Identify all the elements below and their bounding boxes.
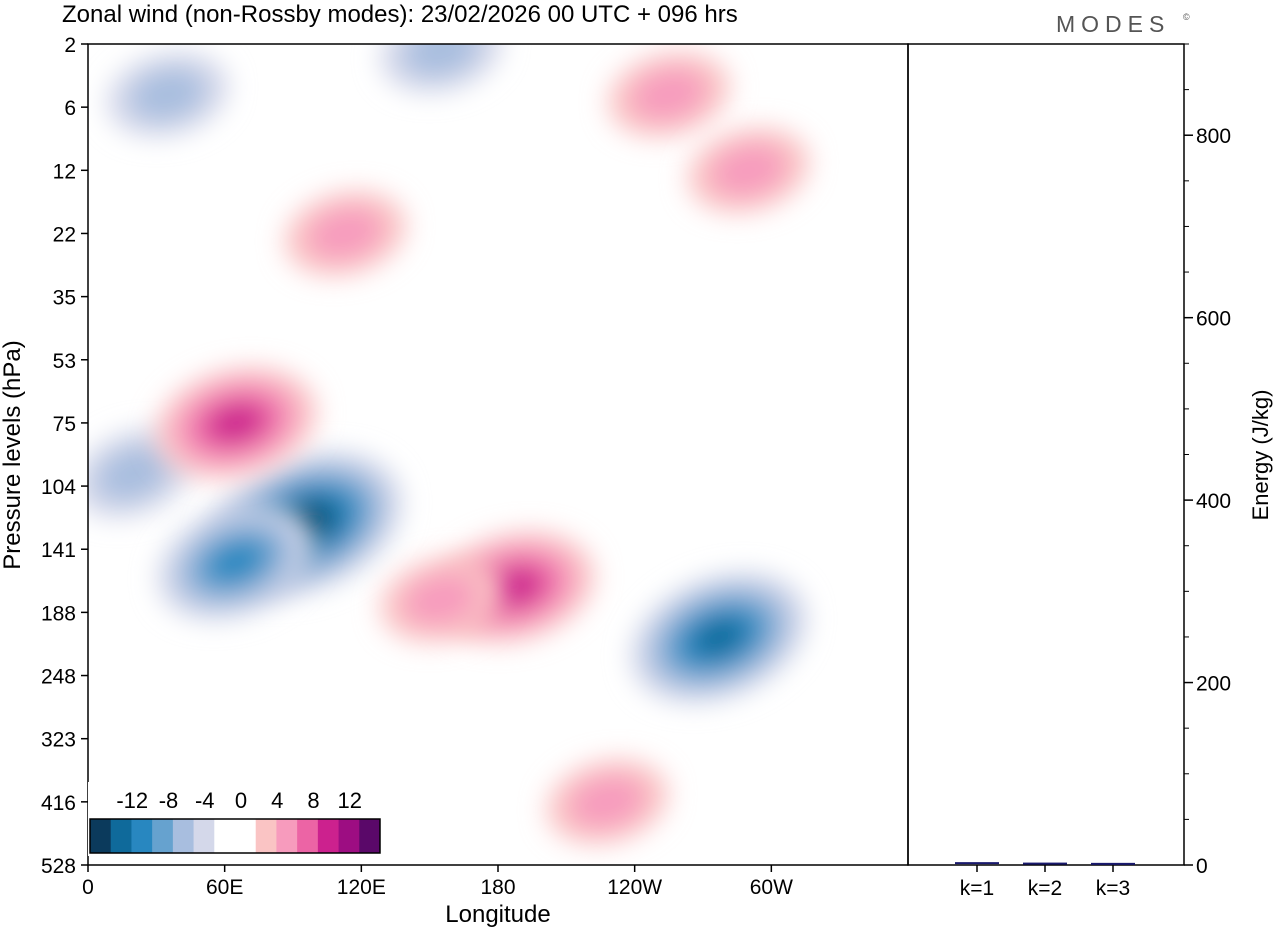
- pressure-tick-label: 416: [41, 792, 76, 815]
- colorbar-swatch: [90, 819, 112, 853]
- negative-wind-contour-band: [693, 618, 745, 657]
- colorbar-swatch: [110, 819, 132, 853]
- colorbar: -12 -8 -4 0 4 8 12: [88, 782, 382, 856]
- positive-wind-feature: [546, 759, 669, 845]
- longitude-tick-label: 120W: [607, 876, 662, 899]
- colorbar-swatch: [255, 819, 277, 853]
- energy-category-label: k=1: [960, 877, 994, 900]
- colorbar-swatch: [235, 819, 257, 853]
- longitude-tick-label: 60E: [206, 876, 243, 899]
- energy-bar: [1023, 862, 1067, 865]
- energy-tick-label: 0: [1196, 855, 1208, 878]
- positive-wind-contour-band: [631, 68, 707, 121]
- pressure-tick-label: 53: [53, 350, 76, 373]
- longitude-tick-label: 180: [480, 876, 515, 899]
- positive-wind-feature: [687, 127, 810, 213]
- pressure-tick-label: 104: [41, 476, 76, 499]
- pressure-axis: 2 6 12 22 35 53 75 104 141 188 248 323 416 528: [41, 34, 88, 878]
- brand-logo: MODES: [1056, 11, 1170, 37]
- pressure-tick-label: 22: [53, 223, 76, 246]
- colorbar-swatch: [338, 819, 360, 853]
- colorbar-label: -8: [159, 788, 179, 813]
- colorbar-swatch: [297, 819, 319, 853]
- energy-axis-label: Energy (J/kg): [1248, 390, 1273, 521]
- colorbar-swatch: [359, 819, 381, 853]
- colorbar-swatch: [193, 819, 215, 853]
- positive-wind-feature: [284, 190, 407, 277]
- negative-wind-contour-band: [208, 541, 264, 583]
- negative-wind-feature: [630, 572, 808, 704]
- positive-wind-contour-band: [569, 775, 645, 829]
- energy-tick-label: 800: [1196, 125, 1231, 148]
- brand-mark: ©: [1183, 12, 1190, 22]
- colorbar-label: -4: [195, 788, 215, 813]
- positive-wind-contour-band: [307, 207, 383, 260]
- chart-title: Zonal wind (non-Rossby modes): 23/02/202…: [62, 1, 738, 28]
- negative-wind-contour-band: [403, 44, 479, 77]
- contour-fields: [88, 44, 810, 845]
- colorbar-swatch: [131, 819, 153, 853]
- longitude-tick-label: 0: [82, 876, 94, 899]
- energy-tick-label: 600: [1196, 308, 1231, 331]
- negative-wind-contour-band: [96, 446, 171, 501]
- positive-wind-feature: [380, 557, 502, 643]
- pressure-tick-label: 141: [41, 539, 76, 562]
- negative-wind-contour-band: [130, 68, 206, 121]
- colorbar-swatch: [172, 819, 194, 853]
- positive-wind-contour-band: [403, 573, 479, 626]
- positive-wind-contour-band: [711, 144, 787, 197]
- pressure-tick-label: 6: [64, 97, 76, 120]
- energy-bar: [955, 862, 999, 865]
- colorbar-label: 0: [235, 788, 247, 813]
- positive-wind-feature: [155, 367, 317, 479]
- colorbar-frame: [89, 818, 381, 854]
- pressure-tick-label: 12: [53, 160, 76, 183]
- positive-wind-feature: [607, 51, 730, 138]
- pressure-tick-label: 188: [41, 602, 76, 625]
- colorbar-label: 8: [307, 788, 319, 813]
- colorbar-swatch: [276, 819, 298, 853]
- colorbar-swatch: [152, 819, 174, 853]
- longitude-tick-label: 60W: [750, 876, 793, 899]
- colorbar-label: 12: [338, 788, 362, 813]
- pressure-tick-label: 248: [41, 666, 76, 689]
- negative-wind-feature: [380, 44, 502, 93]
- negative-wind-feature: [157, 503, 315, 621]
- energy-category-label: k=2: [1028, 877, 1062, 900]
- y-axis-label: Pressure levels (hPa): [0, 340, 26, 569]
- energy-tick-label: 200: [1196, 673, 1231, 696]
- pressure-tick-label: 75: [53, 413, 76, 436]
- longitude-tick-label: 120E: [337, 876, 386, 899]
- energy-plot-frame: [907, 43, 1185, 866]
- positive-wind-contour-band: [208, 403, 265, 443]
- energy-tick-label: 400: [1196, 490, 1231, 513]
- longitude-axis: 0 60E 120E 180 120W 60W: [82, 865, 793, 899]
- pressure-tick-label: 323: [41, 729, 76, 752]
- pressure-tick-label: 2: [64, 34, 76, 57]
- energy-axis: 0 200 400 600 800 k=1 k=2 k=3: [955, 43, 1231, 900]
- energy-category-label: k=3: [1096, 877, 1130, 900]
- pressure-tick-label: 528: [41, 855, 76, 878]
- colorbar-label: -12: [116, 788, 148, 813]
- colorbar-swatch: [214, 819, 236, 853]
- x-axis-label: Longitude: [445, 901, 550, 928]
- colorbar-swatch: [317, 819, 339, 853]
- negative-wind-feature: [106, 51, 229, 138]
- pressure-tick-label: 35: [53, 287, 76, 310]
- energy-bar: [1091, 862, 1135, 865]
- colorbar-label: 4: [271, 788, 283, 813]
